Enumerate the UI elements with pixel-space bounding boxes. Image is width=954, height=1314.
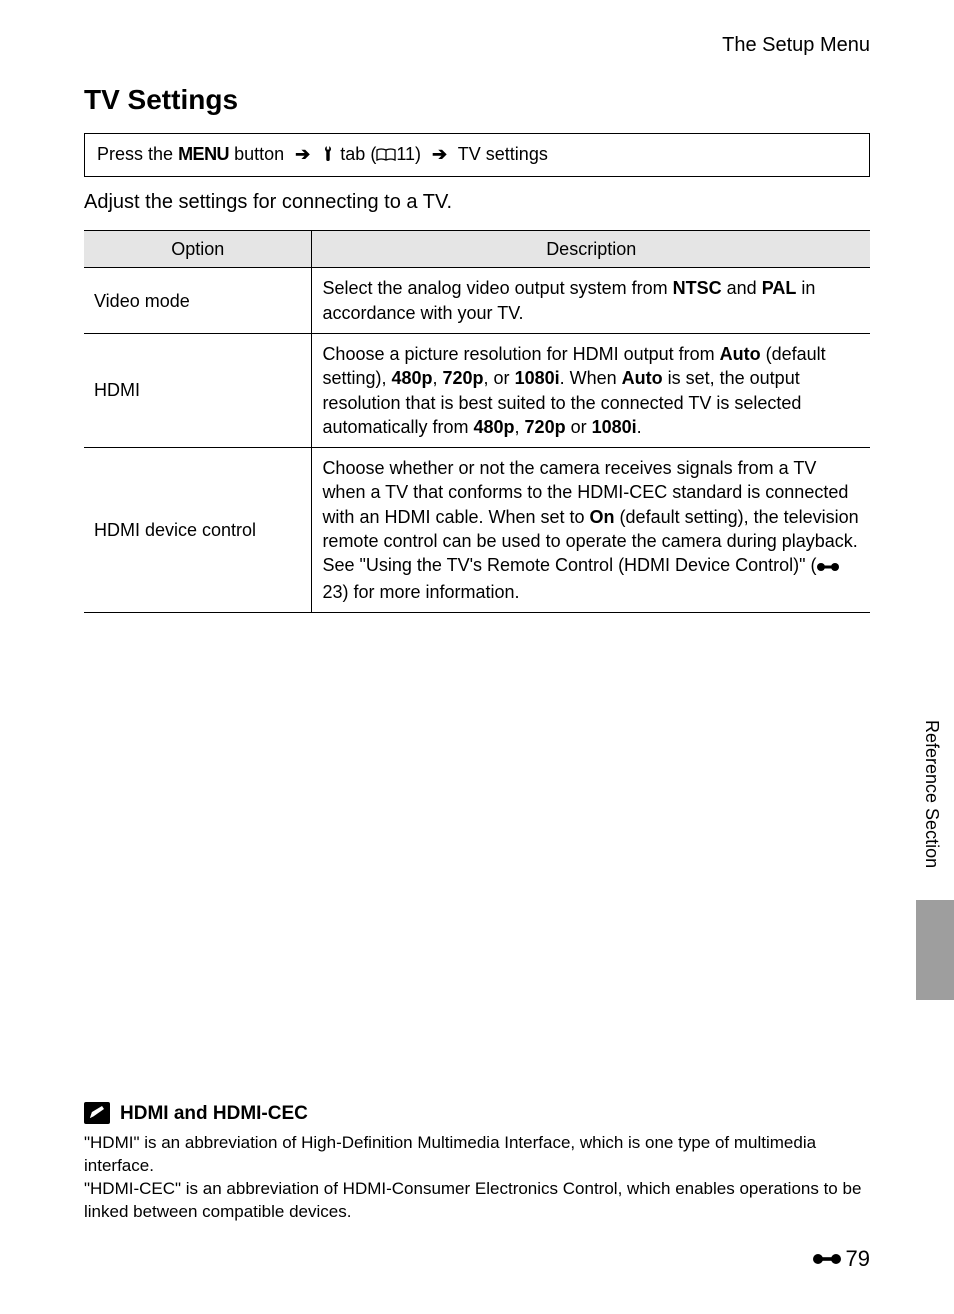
- book-icon: [376, 144, 396, 168]
- description-cell: Choose whether or not the camera receive…: [312, 448, 870, 613]
- note-header: HDMI and HDMI-CEC: [84, 1101, 870, 1127]
- side-tab: Reference Section: [910, 720, 954, 1000]
- arrow-right-icon: ➔: [426, 144, 453, 164]
- note-block: HDMI and HDMI-CEC "HDMI" is an abbreviat…: [84, 1101, 870, 1224]
- option-cell: Video mode: [84, 268, 312, 334]
- note-body: "HDMI" is an abbreviation of High-Defini…: [84, 1132, 870, 1224]
- table-header-row: Option Description: [84, 231, 870, 268]
- nav-button-word: button: [234, 144, 284, 164]
- link-icon: [816, 555, 840, 579]
- nav-book-ref: 11: [396, 144, 415, 164]
- link-icon: [812, 1244, 842, 1274]
- menu-button-label: MENU: [178, 144, 229, 164]
- nav-press-the: Press the: [97, 144, 173, 164]
- table-row: Video mode Select the analog video outpu…: [84, 268, 870, 334]
- page-title: TV Settings: [84, 81, 870, 119]
- col-header-option: Option: [84, 231, 312, 268]
- nav-paren-close: ): [415, 144, 421, 164]
- side-tab-label: Reference Section: [910, 720, 954, 900]
- col-header-description: Description: [312, 231, 870, 268]
- option-cell: HDMI device control: [84, 448, 312, 613]
- option-cell: HDMI: [84, 333, 312, 447]
- description-cell: Choose a picture resolution for HDMI out…: [312, 333, 870, 447]
- description-cell: Select the analog video output system fr…: [312, 268, 870, 334]
- nav-destination: TV settings: [458, 144, 548, 164]
- intro-text: Adjust the settings for connecting to a …: [84, 189, 870, 216]
- table-row: HDMI device control Choose whether or no…: [84, 448, 870, 613]
- page-footer: 79: [812, 1244, 870, 1274]
- note-title: HDMI and HDMI-CEC: [120, 1101, 308, 1127]
- note-line: "HDMI" is an abbreviation of High-Defini…: [84, 1132, 870, 1178]
- page: The Setup Menu TV Settings Press the MEN…: [0, 0, 954, 1314]
- wrench-icon: [321, 144, 335, 168]
- section-label: The Setup Menu: [84, 32, 870, 59]
- arrow-right-icon: ➔: [289, 144, 316, 164]
- settings-table: Option Description Video mode Select the…: [84, 230, 870, 613]
- table-row: HDMI Choose a picture resolution for HDM…: [84, 333, 870, 447]
- nav-tab-word: tab: [340, 144, 365, 164]
- note-line: "HDMI-CEC" is an abbreviation of HDMI-Co…: [84, 1178, 870, 1224]
- side-tab-marker: [916, 900, 954, 1000]
- navigation-path-box: Press the MENU button ➔ tab ( 11) ➔ TV s…: [84, 133, 870, 177]
- pencil-note-icon: [84, 1102, 110, 1124]
- page-number: 79: [846, 1244, 870, 1274]
